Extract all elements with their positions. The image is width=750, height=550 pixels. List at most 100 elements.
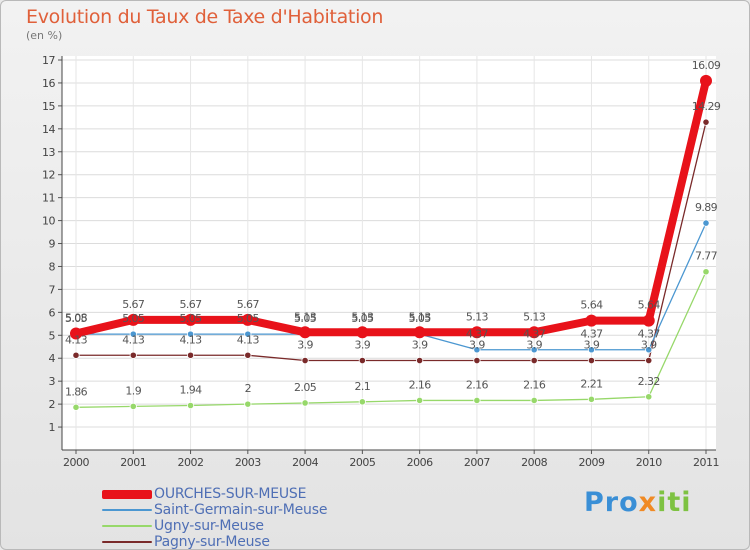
data-label-1: 4.37 — [466, 328, 489, 341]
data-label-0: 5.67 — [237, 298, 260, 311]
data-label-0: 5.64 — [580, 299, 603, 312]
data-point-2 — [301, 399, 309, 407]
data-point-1 — [244, 330, 252, 338]
x-tick-label: 2009 — [578, 456, 604, 469]
data-label-2: 2.1 — [355, 380, 371, 393]
legend-swatch-ugny — [102, 525, 152, 527]
data-point-0 — [413, 326, 426, 339]
data-point-1 — [473, 346, 481, 354]
legend-label-pagny: Pagny-sur-Meuse — [154, 534, 270, 550]
data-label-1: 4.37 — [580, 328, 603, 341]
data-label-1: 5.05 — [179, 312, 202, 325]
data-label-1: 5.05 — [294, 312, 317, 325]
data-label-3: 3.9 — [641, 339, 657, 352]
data-point-3 — [645, 356, 653, 365]
data-label-1: 9.89 — [695, 201, 718, 214]
data-label-3: 3.9 — [355, 339, 371, 352]
data-point-0 — [299, 326, 312, 339]
logo-part-1: Pro — [584, 487, 639, 518]
data-point-1 — [186, 330, 195, 338]
data-label-2: 7.77 — [695, 250, 718, 263]
data-label-1: 4.37 — [638, 328, 661, 341]
data-point-1 — [129, 330, 137, 338]
data-point-2 — [645, 393, 653, 401]
data-point-1 — [702, 219, 710, 227]
y-tick-label: 2 — [49, 398, 56, 411]
data-label-1: 5.05 — [65, 312, 88, 325]
data-label-2: 1.94 — [179, 383, 202, 396]
data-label-3: 3.9 — [526, 339, 542, 352]
data-point-3 — [473, 356, 481, 365]
y-tick-label: 7 — [49, 283, 56, 296]
data-point-2 — [72, 403, 80, 411]
data-point-2 — [587, 395, 596, 403]
y-tick-label: 1 — [49, 421, 56, 434]
y-tick-label: 6 — [49, 306, 56, 319]
data-label-2: 2.32 — [638, 375, 660, 388]
data-label-1: 5.05 — [237, 312, 260, 325]
data-point-2 — [702, 268, 710, 276]
data-point-2 — [473, 396, 481, 405]
data-point-3 — [301, 356, 309, 365]
data-point-0 — [470, 326, 483, 339]
data-label-0: 5.08 — [65, 311, 88, 324]
data-label-0: 16.09 — [692, 59, 721, 72]
x-tick-label: 2000 — [63, 456, 89, 469]
data-point-1 — [587, 346, 596, 354]
data-label-0: 5.67 — [179, 298, 202, 311]
x-tick-label: 2003 — [235, 456, 261, 469]
data-label-0: 5.13 — [294, 310, 317, 323]
x-tick-label: 2001 — [120, 456, 146, 469]
data-label-3: 3.9 — [412, 339, 428, 352]
legend-swatch-ourches — [102, 490, 152, 499]
y-tick-label: 4 — [49, 352, 56, 365]
legend-swatch-pagny — [102, 541, 152, 543]
data-point-2 — [358, 398, 366, 406]
data-point-3 — [244, 351, 252, 359]
x-tick-label: 2005 — [349, 456, 375, 469]
data-label-0: 5.67 — [122, 298, 145, 311]
series-line-3 — [75, 121, 707, 362]
y-tick-label: 15 — [42, 100, 55, 113]
data-point-3 — [358, 356, 366, 365]
data-label-2: 2.16 — [409, 378, 432, 391]
data-label-0: 5.13 — [351, 310, 374, 323]
y-tick-label: 10 — [42, 215, 55, 228]
data-point-3 — [702, 118, 710, 126]
data-point-0 — [528, 326, 541, 339]
data-point-0 — [184, 313, 197, 326]
y-tick-label: 14 — [42, 123, 55, 136]
legend-swatch-saint-germain — [102, 509, 152, 511]
data-point-3 — [530, 356, 538, 365]
data-label-3: 3.9 — [297, 339, 313, 352]
data-label-0: 5.13 — [466, 310, 489, 323]
data-label-3: 4.13 — [122, 333, 145, 346]
y-tick-label: 17 — [42, 54, 55, 67]
x-tick-label: 2010 — [636, 456, 662, 469]
y-tick-label: 5 — [49, 329, 56, 342]
data-point-2 — [186, 401, 195, 410]
x-tick-label: 2002 — [178, 456, 204, 469]
data-label-2: 1.9 — [125, 384, 141, 397]
legend-label-saint-germain: Saint-Germain-sur-Meuse — [154, 502, 328, 518]
proxiti-logo: Proxiti — [584, 487, 692, 518]
data-point-3 — [129, 351, 137, 359]
y-tick-label: 16 — [42, 77, 55, 90]
plot-area — [62, 56, 716, 450]
y-tick-label: 9 — [49, 238, 56, 251]
data-point-3 — [587, 356, 596, 365]
x-tick-label: 2011 — [693, 456, 719, 469]
data-point-3 — [416, 356, 424, 365]
data-point-2 — [129, 402, 137, 411]
data-label-0: 5.64 — [638, 299, 661, 312]
x-tick-label: 2004 — [292, 456, 318, 469]
y-tick-label: 3 — [49, 375, 56, 388]
legend-label-ugny: Ugny-sur-Meuse — [154, 518, 264, 534]
data-label-0: 5.13 — [523, 310, 546, 323]
data-label-0: 5.13 — [409, 310, 432, 323]
data-label-1: 5.05 — [122, 312, 145, 325]
data-label-3: 4.13 — [65, 333, 88, 346]
data-label-2: 2 — [245, 382, 251, 395]
data-label-1: 5.05 — [409, 312, 432, 325]
